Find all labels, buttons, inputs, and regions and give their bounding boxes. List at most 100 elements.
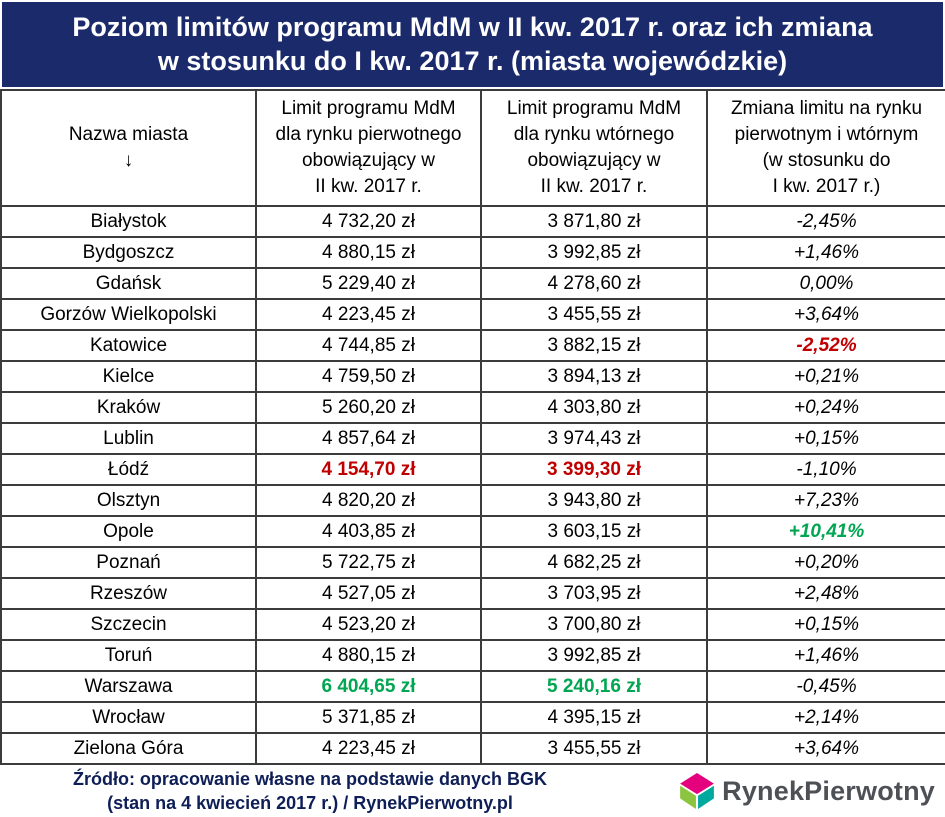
primary-limit-cell: 4 523,20 zł xyxy=(255,608,482,641)
table-row: Warszawa 6 404,65 zł 5 240,16 zł -0,45% xyxy=(0,670,945,703)
secondary-limit-cell: 3 992,85 zł xyxy=(480,236,708,269)
down-arrow-icon: ↓ xyxy=(123,150,134,171)
header-text-line: (w stosunku do xyxy=(762,150,891,171)
primary-limit-cell: 4 154,70 zł xyxy=(255,453,482,486)
secondary-limit-cell: 3 943,80 zł xyxy=(480,484,708,517)
secondary-limit-cell: 3 974,43 zł xyxy=(480,422,708,455)
secondary-limit-cell: 3 992,85 zł xyxy=(480,639,708,672)
header-text-line: Zmiana limitu na rynku xyxy=(730,98,923,119)
source-note: Źródło: opracowanie własne na podstawie … xyxy=(0,767,620,815)
title-bar: Poziom limitów programu MdM w II kw. 201… xyxy=(0,0,945,89)
source-line-1: Źródło: opracowanie własne na podstawie … xyxy=(72,769,548,789)
city-cell: Poznań xyxy=(0,546,257,579)
change-cell: -2,52% xyxy=(706,329,945,362)
table-row: Bydgoszcz 4 880,15 zł 3 992,85 zł +1,46% xyxy=(0,236,945,269)
primary-limit-cell: 5 260,20 zł xyxy=(255,391,482,424)
primary-limit-cell: 4 223,45 zł xyxy=(255,732,482,765)
source-line-2: (stan na 4 kwiecień 2017 r.) / RynekPier… xyxy=(107,793,513,813)
primary-limit-cell: 4 880,15 zł xyxy=(255,236,482,269)
table-row: Katowice 4 744,85 zł 3 882,15 zł -2,52% xyxy=(0,329,945,362)
col-header-primary-limit: Limit programu MdM dla rynku pierwotnego o… xyxy=(255,89,482,207)
header-text-line: dla rynku pierwotnego xyxy=(275,124,462,145)
table-row: Gorzów Wielkopolski 4 223,45 zł 3 455,55 z… xyxy=(0,298,945,331)
city-cell: Rzeszów xyxy=(0,577,257,610)
city-cell: Kraków xyxy=(0,391,257,424)
change-cell: +2,48% xyxy=(706,577,945,610)
city-cell: Bydgoszcz xyxy=(0,236,257,269)
header-text-line: obowiązujący w xyxy=(301,150,436,171)
col-header-change: Zmiana limitu na rynku pierwotnym i wtórn… xyxy=(706,89,945,207)
header-text-line: Limit programu MdM xyxy=(506,98,682,119)
city-cell: Lublin xyxy=(0,422,257,455)
secondary-limit-cell: 4 395,15 zł xyxy=(480,701,708,734)
table-row: Rzeszów 4 527,05 zł 3 703,95 zł +2,48% xyxy=(0,577,945,610)
secondary-limit-cell: 3 455,55 zł xyxy=(480,298,708,331)
change-cell: +0,24% xyxy=(706,391,945,424)
title-line-1: Poziom limitów programu MdM w II kw. 201… xyxy=(72,12,873,42)
change-cell: +0,15% xyxy=(706,608,945,641)
change-cell: +1,46% xyxy=(706,236,945,269)
change-cell: +0,21% xyxy=(706,360,945,393)
header-text-line: II kw. 2017 r. xyxy=(315,176,422,197)
change-cell: +10,41% xyxy=(706,515,945,548)
secondary-limit-cell: 5 240,16 zł xyxy=(480,670,708,703)
city-cell: Gdańsk xyxy=(0,267,257,300)
primary-limit-cell: 5 229,40 zł xyxy=(255,267,482,300)
table-row: Lublin 4 857,64 zł 3 974,43 zł +0,15% xyxy=(0,422,945,455)
header-text-line: Nazwa miasta xyxy=(68,124,189,145)
change-cell: -0,45% xyxy=(706,670,945,703)
table-row: Kraków 5 260,20 zł 4 303,80 zł +0,24% xyxy=(0,391,945,424)
primary-limit-cell: 4 223,45 zł xyxy=(255,298,482,331)
logo: RynekPierwotny xyxy=(678,772,935,810)
table-row: Białystok 4 732,20 zł 3 871,80 zł -2,45% xyxy=(0,205,945,238)
change-cell: +2,14% xyxy=(706,701,945,734)
logo-house-icon xyxy=(680,773,715,809)
col-header-secondary-limit: Limit programu MdM dla rynku wtórnego obow… xyxy=(480,89,708,207)
table-row: Gdańsk 5 229,40 zł 4 278,60 zł 0,00% xyxy=(0,267,945,300)
change-cell: +3,64% xyxy=(706,298,945,331)
primary-limit-cell: 6 404,65 zł xyxy=(255,670,482,703)
change-cell: -2,45% xyxy=(706,205,945,238)
primary-limit-cell: 4 527,05 zł xyxy=(255,577,482,610)
primary-limit-cell: 4 820,20 zł xyxy=(255,484,482,517)
city-cell: Szczecin xyxy=(0,608,257,641)
city-cell: Warszawa xyxy=(0,670,257,703)
secondary-limit-cell: 3 703,95 zł xyxy=(480,577,708,610)
secondary-limit-cell: 3 894,13 zł xyxy=(480,360,708,393)
header-text-line: Limit programu MdM xyxy=(281,98,456,119)
secondary-limit-cell: 4 278,60 zł xyxy=(480,267,708,300)
header-text-line: obowiązujący w xyxy=(527,150,661,171)
secondary-limit-cell: 3 399,30 zł xyxy=(480,453,708,486)
city-cell: Kielce xyxy=(0,360,257,393)
city-cell: Olsztyn xyxy=(0,484,257,517)
change-cell: -1,10% xyxy=(706,453,945,486)
primary-limit-cell: 4 880,15 zł xyxy=(255,639,482,672)
city-cell: Białystok xyxy=(0,205,257,238)
header-text-line: pierwotnym i wtórnym xyxy=(734,124,919,145)
change-cell: +3,64% xyxy=(706,732,945,765)
city-cell: Łódź xyxy=(0,453,257,486)
table-row: Wrocław 5 371,85 zł 4 395,15 zł +2,14% xyxy=(0,701,945,734)
primary-limit-cell: 4 732,20 zł xyxy=(255,205,482,238)
header-row: Nazwa miasta ↓ Limit programu MdM dla rynku… xyxy=(0,89,945,207)
header-text-line: dla rynku wtórnego xyxy=(513,124,675,145)
primary-limit-cell: 4 759,50 zł xyxy=(255,360,482,393)
city-cell: Wrocław xyxy=(0,701,257,734)
limits-table: Nazwa miasta ↓ Limit programu MdM dla rynku… xyxy=(0,89,945,765)
change-cell: +1,46% xyxy=(706,639,945,672)
table-row: Olsztyn 4 820,20 zł 3 943,80 zł +7,23% xyxy=(0,484,945,517)
header-text-line: I kw. 2017 r.) xyxy=(772,176,881,197)
primary-limit-cell: 4 403,85 zł xyxy=(255,515,482,548)
col-header-city: Nazwa miasta ↓ xyxy=(0,89,257,207)
change-cell: 0,00% xyxy=(706,267,945,300)
table-row: Łódź 4 154,70 zł 3 399,30 zł -1,10% xyxy=(0,453,945,486)
secondary-limit-cell: 3 882,15 zł xyxy=(480,329,708,362)
city-cell: Gorzów Wielkopolski xyxy=(0,298,257,331)
secondary-limit-cell: 4 303,80 zł xyxy=(480,391,708,424)
primary-limit-cell: 4 744,85 zł xyxy=(255,329,482,362)
change-cell: +0,15% xyxy=(706,422,945,455)
primary-limit-cell: 5 371,85 zł xyxy=(255,701,482,734)
city-cell: Toruń xyxy=(0,639,257,672)
footer: Źródło: opracowanie własne na podstawie … xyxy=(0,765,945,817)
